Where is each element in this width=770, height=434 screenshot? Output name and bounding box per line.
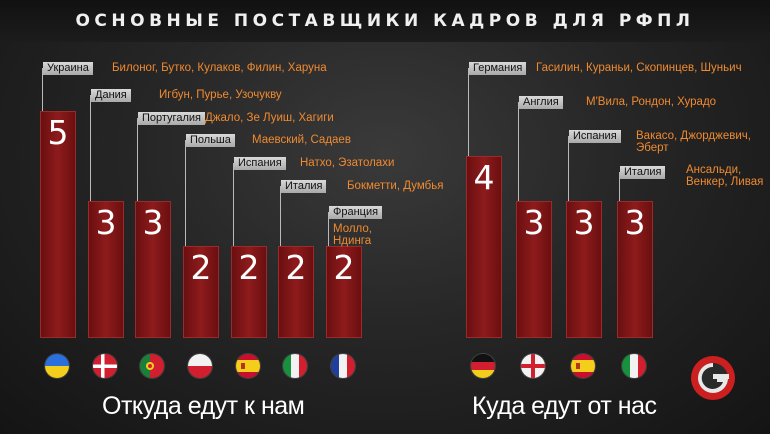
page-title: ОСНОВНЫЕ ПОСТАВЩИКИ КАДРОВ ДЛЯ РФПЛ xyxy=(75,11,695,31)
bar-4 xyxy=(183,246,219,338)
bar-1 xyxy=(40,111,76,338)
logo-icon xyxy=(691,356,735,400)
leader-line xyxy=(568,136,569,201)
leader-line xyxy=(518,102,519,201)
bar-4 xyxy=(617,201,653,338)
leader-line xyxy=(233,163,234,246)
bar-value-label: 2 xyxy=(333,248,355,287)
bar-value-label: 2 xyxy=(285,248,307,287)
country-tag: Италия xyxy=(620,166,666,179)
leader-line xyxy=(90,95,91,201)
bar-value-label: 3 xyxy=(624,203,646,242)
bar-value-label: 3 xyxy=(95,203,117,242)
bar-3 xyxy=(566,201,602,338)
flag-spain-icon xyxy=(571,354,595,378)
bar-value-label: 3 xyxy=(142,203,164,242)
player-names: Игбун, Пурье, Узочукву xyxy=(159,89,282,101)
player-names: Ансальди, Венкер, Ливая xyxy=(686,164,764,188)
bar-value-label: 3 xyxy=(523,203,545,242)
leader-line xyxy=(185,140,186,246)
player-names: Вакасо, Джорджевич, Эберт xyxy=(636,130,751,154)
leader-line xyxy=(137,118,138,201)
country-tag: Дания xyxy=(91,89,131,102)
country-tag: Англия xyxy=(519,96,563,109)
leader-line xyxy=(42,68,43,111)
bar-value-label: 2 xyxy=(190,248,212,287)
bar-7 xyxy=(326,246,362,338)
flag-england-icon xyxy=(521,354,545,378)
bar-2 xyxy=(88,201,124,338)
leader-line xyxy=(328,212,329,246)
leader-line xyxy=(280,186,281,246)
leader-line xyxy=(619,172,620,201)
player-names: Маевский, Садаев xyxy=(252,134,351,146)
bar-6 xyxy=(278,246,314,338)
flag-spain-icon xyxy=(236,354,260,378)
country-tag: Германия xyxy=(469,62,527,75)
flag-poland-icon xyxy=(188,354,212,378)
bar-value-label: 5 xyxy=(47,113,69,152)
player-names: Бокметти, Думбья xyxy=(347,180,444,192)
player-names: Джало, Зе Луиш, Хагиги xyxy=(205,112,334,124)
flag-portugal-icon xyxy=(140,354,164,378)
country-tag: Испания xyxy=(569,130,621,143)
bar-3 xyxy=(135,201,171,338)
player-names: М'Вила, Рондон, Хурадо xyxy=(586,96,717,108)
country-tag: Испания xyxy=(234,157,286,170)
country-tag: Португалия xyxy=(138,112,205,125)
flag-france-icon xyxy=(331,354,355,378)
bar-value-label: 2 xyxy=(238,248,260,287)
player-names: Молло, Ндинга xyxy=(333,223,372,247)
country-tag: Польша xyxy=(186,134,235,147)
bar-value-label: 4 xyxy=(473,158,495,197)
flag-italy-icon xyxy=(622,354,646,378)
title-band xyxy=(0,0,770,42)
leader-line xyxy=(468,68,469,156)
flag-denmark-icon xyxy=(93,354,117,378)
flag-italy-icon xyxy=(283,354,307,378)
chart-from-title: Откуда едут к нам xyxy=(102,392,305,420)
bar-2 xyxy=(516,201,552,338)
player-names: Гасилин, Кураньи, Скопинцев, Шуньич xyxy=(536,62,742,74)
chart-to-title: Куда едут от нас xyxy=(472,392,657,420)
bar-5 xyxy=(231,246,267,338)
flag-ukraine-icon xyxy=(45,354,69,378)
country-tag: Франция xyxy=(329,206,383,219)
player-names: Билоног, Бутко, Кулаков, Филин, Харуна xyxy=(112,62,327,74)
bar-value-label: 3 xyxy=(573,203,595,242)
flag-germany-icon xyxy=(471,354,495,378)
country-tag: Украина xyxy=(43,62,93,75)
player-names: Натхо, Эзатолахи xyxy=(300,157,395,169)
country-tag: Италия xyxy=(281,180,327,193)
bar-1 xyxy=(466,156,502,338)
